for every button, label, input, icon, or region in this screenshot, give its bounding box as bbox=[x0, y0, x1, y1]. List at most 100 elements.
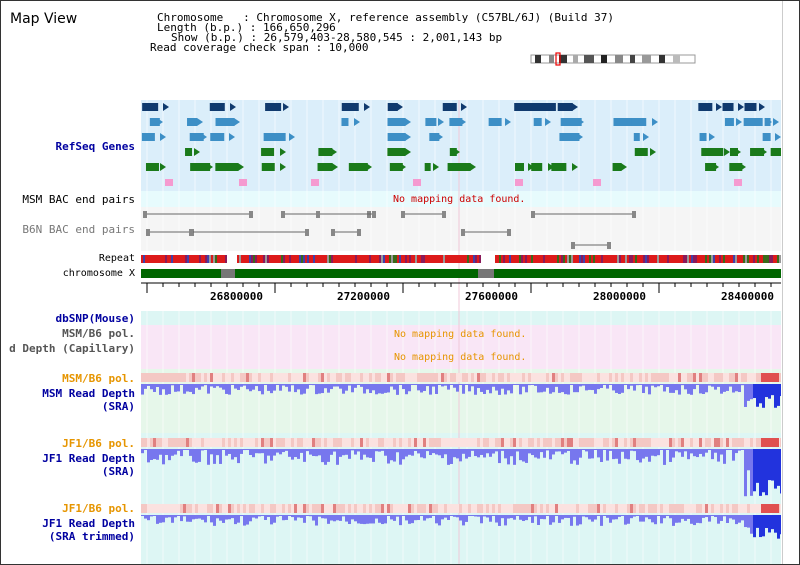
repeat-segment bbox=[367, 255, 369, 263]
read-depth-bar bbox=[360, 449, 363, 460]
read-depth-bar bbox=[153, 449, 156, 460]
track-label-msm-b6-pol-b[interactable]: MSM/B6 pol. bbox=[62, 372, 135, 385]
refseq-gene bbox=[387, 148, 406, 156]
track-label-refseq[interactable]: RefSeq Genes bbox=[55, 140, 135, 153]
read-depth-bar bbox=[729, 384, 732, 387]
polymorphism-cell bbox=[180, 438, 183, 447]
polymorphism-cell bbox=[366, 373, 369, 382]
read-depth-bar bbox=[495, 384, 498, 391]
track-label-msm-bac[interactable]: MSM BAC end pairs bbox=[22, 193, 135, 206]
refseq-gene bbox=[429, 133, 440, 141]
read-depth-bar bbox=[330, 384, 333, 390]
repeat-segment bbox=[251, 255, 253, 263]
repeat-segment bbox=[519, 255, 521, 263]
repeat-segment bbox=[305, 255, 307, 263]
track-label-jf1-read-depth-trimmed[interactable]: JF1 Read Depth bbox=[42, 517, 135, 530]
polymorphism-cell bbox=[180, 373, 183, 382]
repeat-segment bbox=[699, 255, 701, 263]
polymorphism-cell bbox=[483, 373, 486, 382]
polymorphism-cell bbox=[597, 373, 600, 382]
polymorphism-cell bbox=[492, 504, 495, 513]
track-label-jf1-read-depth[interactable]: JF1 Read Depth bbox=[42, 452, 135, 465]
track-label-chromosome[interactable]: chromosome X bbox=[62, 268, 135, 279]
refseq-gene bbox=[145, 163, 159, 171]
read-depth-bar bbox=[726, 449, 729, 451]
polymorphism-cell bbox=[270, 438, 273, 447]
refseq-gene bbox=[699, 133, 707, 141]
polymorphism-cell bbox=[759, 373, 762, 382]
read-depth-bar bbox=[453, 515, 456, 517]
polymorphism-cell bbox=[315, 504, 318, 513]
repeat-segment bbox=[553, 255, 555, 263]
polymorphism-cell bbox=[387, 504, 390, 513]
read-depth-bar bbox=[393, 384, 396, 390]
polymorphism-cell bbox=[255, 438, 258, 447]
track-label-b6n-bac[interactable]: B6N BAC end pairs bbox=[22, 223, 135, 236]
refseq-gene bbox=[318, 148, 333, 156]
refseq-gene-arrow bbox=[289, 133, 295, 141]
read-depth-bar bbox=[144, 384, 147, 389]
polymorphism-cell bbox=[696, 373, 699, 382]
read-depth-bar bbox=[351, 384, 354, 393]
repeat-segment bbox=[409, 255, 411, 263]
polymorphism-cell bbox=[687, 373, 690, 382]
read-depth-bar bbox=[477, 449, 480, 458]
repeat-segment bbox=[345, 255, 347, 263]
polymorphism-cell bbox=[618, 504, 621, 513]
track-label-jf1-read-depth-sra[interactable]: (SRA) bbox=[101, 465, 135, 478]
read-depth-bar bbox=[576, 384, 579, 393]
read-depth-bar bbox=[531, 384, 534, 385]
polymorphism-cell bbox=[501, 373, 504, 382]
read-depth-bar bbox=[774, 449, 777, 489]
polymorphism-cell bbox=[489, 438, 492, 447]
read-depth-bar bbox=[459, 515, 462, 521]
refseq-gene-arrow bbox=[280, 163, 286, 171]
repeat-segment bbox=[603, 255, 605, 263]
track-label-msm-read-depth[interactable]: MSM Read Depth bbox=[42, 387, 135, 400]
refseq-gene-arrow bbox=[331, 148, 337, 156]
polymorphism-cell bbox=[369, 373, 372, 382]
read-depth-bar bbox=[705, 515, 708, 518]
refseq-gene bbox=[531, 163, 543, 171]
polymorphism-cell bbox=[282, 504, 285, 513]
polymorphism-cell bbox=[348, 438, 351, 447]
repeat-segment bbox=[165, 255, 167, 263]
repeat-segment bbox=[223, 255, 225, 263]
repeat-segment bbox=[723, 255, 725, 263]
refseq-gene bbox=[750, 148, 765, 156]
read-depth-bar bbox=[705, 449, 708, 453]
track-label-jf1-read-depth-trimmed-sra[interactable]: (SRA trimmed) bbox=[48, 530, 135, 543]
polymorphism-cell bbox=[183, 373, 186, 382]
polymorphism-cell bbox=[168, 373, 171, 382]
polymorphism-cell bbox=[456, 438, 459, 447]
read-depth-bar bbox=[522, 449, 525, 462]
read-depth-bar bbox=[438, 384, 441, 385]
chromosome-ideogram[interactable] bbox=[529, 51, 699, 67]
polymorphism-cell bbox=[318, 504, 321, 513]
repeat-segment bbox=[703, 255, 705, 263]
track-label-msm-b6-pol-a[interactable]: MSM/B6 pol. bbox=[62, 327, 135, 340]
tracks-graphic[interactable] bbox=[141, 1, 781, 564]
read-depth-bar bbox=[354, 449, 357, 455]
repeat-segment bbox=[583, 255, 585, 263]
read-depth-bar bbox=[555, 384, 558, 387]
read-depth-bar bbox=[633, 384, 636, 391]
right-margin bbox=[782, 1, 799, 564]
polymorphism-cell bbox=[444, 373, 447, 382]
read-depth-bar bbox=[192, 515, 195, 520]
track-label-dbsnp[interactable]: dbSNP(Mouse) bbox=[55, 312, 135, 325]
polymorphism-cell bbox=[729, 504, 732, 513]
track-label-repeat[interactable]: Repeat bbox=[98, 253, 135, 264]
polymorphism-cell bbox=[417, 504, 420, 513]
refseq-gene bbox=[533, 118, 542, 126]
refseq-gene-arrow bbox=[207, 163, 213, 171]
polymorphism-cell bbox=[270, 504, 273, 513]
read-depth-bar bbox=[177, 384, 180, 392]
polymorphism-cell bbox=[732, 373, 735, 382]
read-depth-bar bbox=[189, 449, 192, 456]
track-label-jf1-b6-pol-b[interactable]: JF1/B6 pol. bbox=[62, 502, 135, 515]
repeat-segment bbox=[707, 255, 709, 263]
track-label-msm-read-depth-sra[interactable]: (SRA) bbox=[101, 400, 135, 413]
track-label-read-depth-capillary[interactable]: d Depth (Capillary) bbox=[9, 342, 135, 355]
track-label-jf1-b6-pol-a[interactable]: JF1/B6 pol. bbox=[62, 437, 135, 450]
